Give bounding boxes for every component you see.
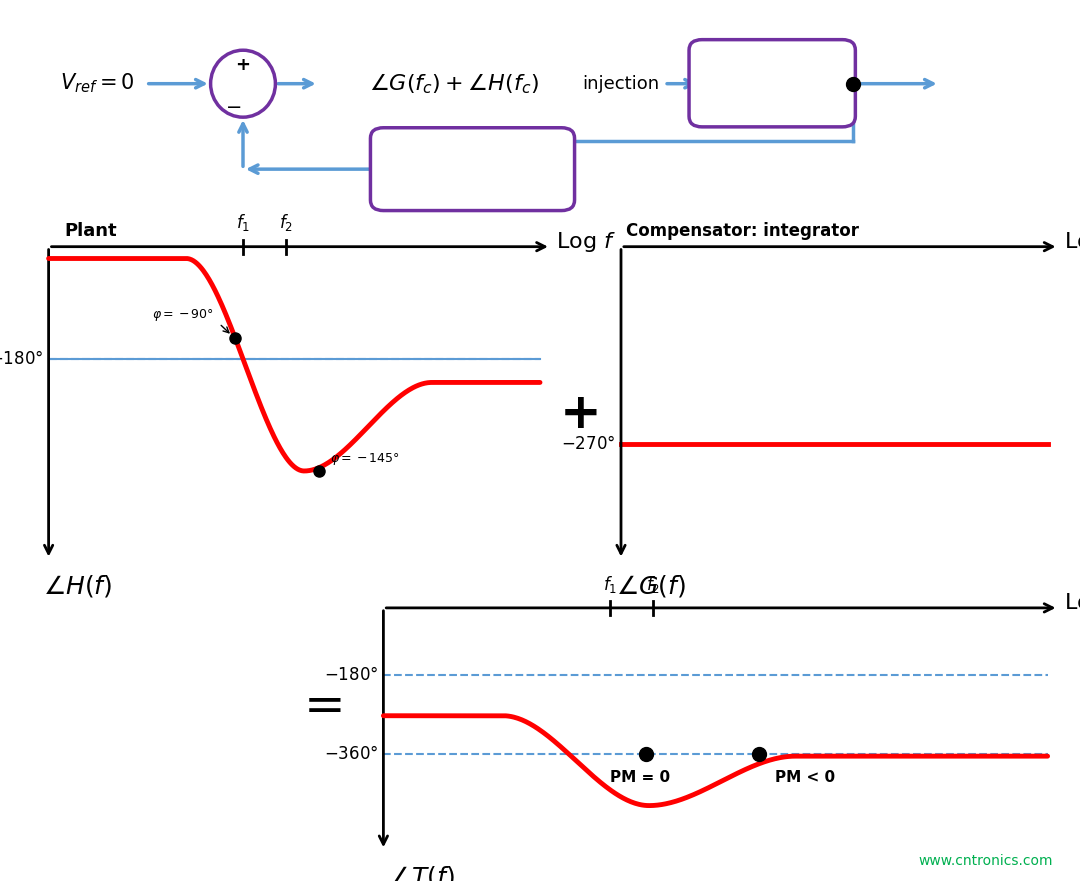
FancyBboxPatch shape	[689, 40, 855, 127]
Text: $\angle H(f)$: $\angle H(f)$	[43, 573, 112, 599]
Text: $f_2$: $f_2$	[646, 574, 661, 595]
Text: injection: injection	[582, 75, 660, 93]
Text: Plant: Plant	[65, 222, 118, 240]
Text: www.cntronics.com: www.cntronics.com	[918, 854, 1053, 868]
Text: $\varphi=-145°$: $\varphi=-145°$	[329, 450, 400, 467]
Text: $-360°$: $-360°$	[324, 745, 378, 763]
Text: $\mathrm{Log}\ f$: $\mathrm{Log}\ f$	[1064, 591, 1080, 616]
Text: $-180°$: $-180°$	[324, 666, 378, 685]
Text: $-$: $-$	[225, 96, 242, 115]
Text: $\angle G(f_c)$: $\angle G(f_c)$	[438, 158, 505, 181]
Text: $f_1$: $f_1$	[603, 574, 618, 595]
Text: $\angle G(f_c)+\angle H(f_c)$: $\angle G(f_c)+\angle H(f_c)$	[368, 71, 539, 96]
Text: $-270°$: $-270°$	[562, 435, 616, 454]
Text: $-180°$: $-180°$	[0, 350, 43, 368]
Text: +: +	[235, 56, 251, 74]
Text: $\mathrm{Log}\ f$: $\mathrm{Log}\ f$	[1064, 230, 1080, 255]
Text: $\angle H(f_c)$: $\angle H(f_c)$	[739, 72, 806, 95]
Text: PM < 0: PM < 0	[774, 770, 835, 785]
Text: $\mathrm{Log}\ f$: $\mathrm{Log}\ f$	[556, 230, 617, 255]
Text: $\varphi=-90°$: $\varphi=-90°$	[152, 307, 214, 322]
Text: $V_{ref}=0$: $V_{ref}=0$	[59, 72, 135, 95]
Text: $\angle G(f)$: $\angle G(f)$	[616, 573, 686, 599]
FancyBboxPatch shape	[370, 128, 575, 211]
Text: $f_1$: $f_1$	[235, 212, 251, 233]
Text: $\angle T(f)$: $\angle T(f)$	[389, 863, 455, 881]
Text: PM = 0: PM = 0	[610, 770, 671, 785]
Text: $\mathbf{+}$: $\mathbf{+}$	[558, 390, 597, 438]
Text: $=$: $=$	[295, 681, 342, 729]
Text: Compensator: integrator: Compensator: integrator	[626, 222, 860, 240]
Text: $f_2$: $f_2$	[279, 212, 294, 233]
